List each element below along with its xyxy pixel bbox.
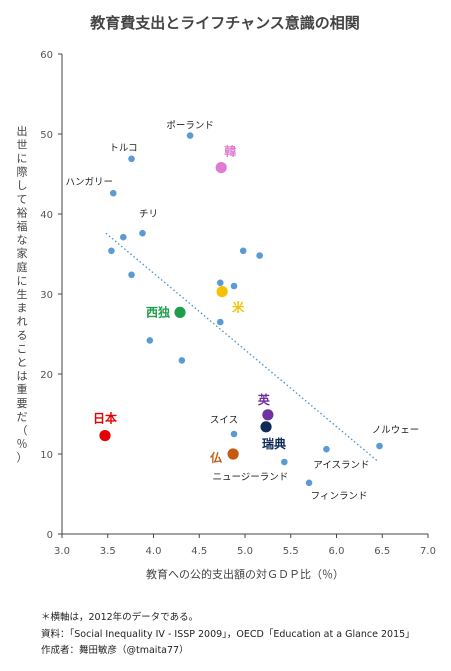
highlight-point xyxy=(215,162,227,174)
data-point xyxy=(128,271,135,279)
highlight-point xyxy=(260,421,272,433)
y-tick-label: 30 xyxy=(40,290,53,301)
data-point-label: アイスランド xyxy=(313,460,369,471)
trend-line xyxy=(105,232,378,461)
data-point xyxy=(230,282,238,290)
data-point-label: ハンガリー xyxy=(65,177,113,188)
footnote-author: 作成者：舞田敏彦（@tmaita77） xyxy=(41,645,189,656)
data-point xyxy=(128,155,135,163)
highlight-point-label: 韓 xyxy=(224,144,236,159)
data-point-label: ニュージーランド xyxy=(212,472,288,483)
highlight-point-label: 米 xyxy=(232,300,245,315)
x-tick-label: 7.0 xyxy=(420,546,436,557)
highlight-point-label: 英 xyxy=(258,392,271,407)
data-point xyxy=(146,337,154,344)
data-point xyxy=(305,479,313,487)
data-point xyxy=(281,458,288,466)
chart-title: 教育費支出とライフチャンス意識の相関 xyxy=(89,14,360,32)
highlight-point xyxy=(99,430,111,442)
data-point-label: ポーランド xyxy=(166,121,214,132)
data-point-label: ノルウェー xyxy=(372,425,420,436)
x-tick-label: 6.0 xyxy=(329,546,345,557)
data-point xyxy=(139,229,146,237)
data-point xyxy=(256,252,263,259)
data-point xyxy=(323,445,330,453)
highlight-point-label: 日本 xyxy=(93,411,117,426)
data-point xyxy=(109,189,117,197)
data-point xyxy=(376,442,383,450)
highlight-point xyxy=(262,409,274,421)
data-point-label: フィンランド xyxy=(311,491,368,502)
x-tick-label: 6.5 xyxy=(374,546,390,557)
data-point xyxy=(230,430,238,438)
y-tick-label: 0 xyxy=(47,530,53,541)
x-tick-label: 4.0 xyxy=(146,546,162,557)
footnote-source: 資料：「Social Inequality IV - ISSP 2009」，OE… xyxy=(41,628,415,640)
y-tick-label: 10 xyxy=(40,450,53,461)
y-axis-label: 出世に際して裕福な家庭に生まれることは重要だ（％） xyxy=(17,124,28,464)
data-point xyxy=(108,247,115,255)
data-point-label: スイス xyxy=(210,415,238,426)
data-point xyxy=(216,279,224,287)
y-tick-label: 50 xyxy=(40,130,53,141)
x-tick-label: 3.0 xyxy=(54,546,70,557)
footnotes: ＊横軸は，2012年のデータである。 資料：「Social Inequality… xyxy=(41,610,415,660)
data-point xyxy=(120,233,127,241)
x-tick-label: 5.0 xyxy=(237,546,253,557)
data-point xyxy=(186,132,194,139)
y-tick-label: 20 xyxy=(40,370,53,381)
data-point-label: トルコ xyxy=(109,143,137,154)
y-tick-label: 40 xyxy=(40,210,53,221)
x-tick-label: 3.5 xyxy=(100,546,116,557)
data-point-label: チリ xyxy=(139,209,158,220)
highlight-point-label: 瑞典 xyxy=(262,436,286,451)
y-tick-label: 60 xyxy=(40,50,53,61)
highlight-point xyxy=(174,306,186,318)
x-tick-label: 5.5 xyxy=(283,546,299,557)
data-point xyxy=(216,318,224,326)
highlight-point xyxy=(227,448,239,460)
data-point xyxy=(239,247,247,255)
highlight-point-label: 仏 xyxy=(210,451,222,465)
data-point xyxy=(178,357,186,364)
highlight-point-label: 西独 xyxy=(146,304,170,319)
highlight-point xyxy=(216,286,228,298)
x-tick-label: 4.5 xyxy=(191,546,207,557)
footnote-axis: ＊横軸は，2012年のデータである。 xyxy=(41,612,199,623)
x-axis-label: 教育への公的支出額の対ＧＤＰ比（％） xyxy=(146,567,344,581)
